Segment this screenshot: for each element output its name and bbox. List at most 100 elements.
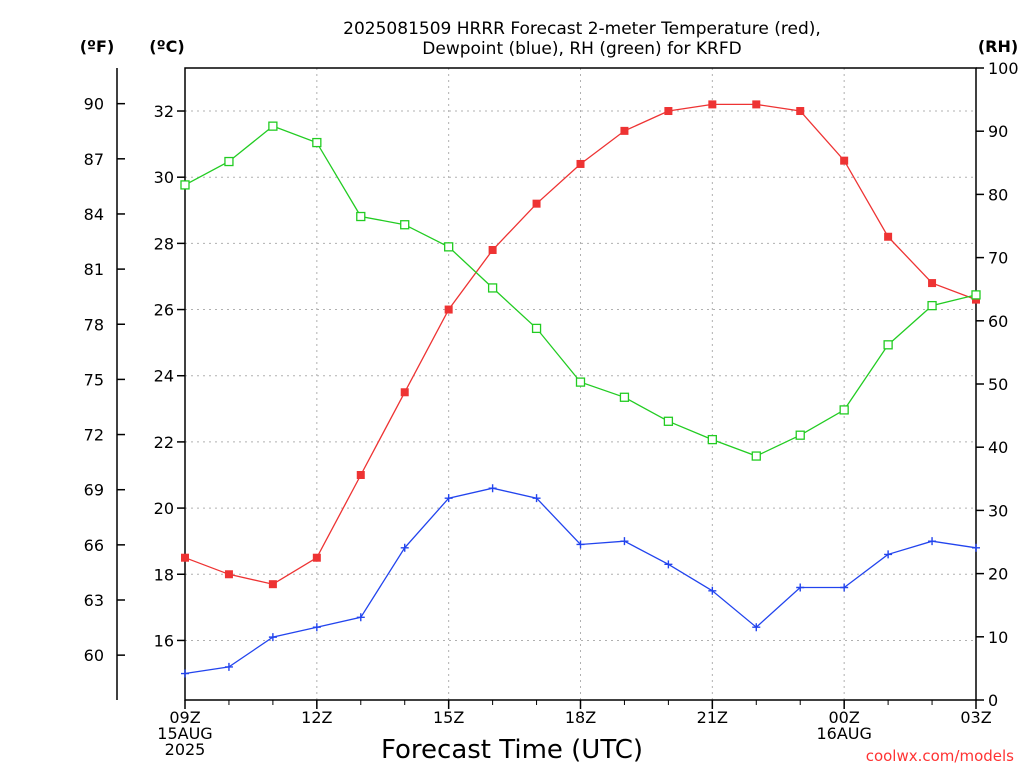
rh-tick-label: 40 xyxy=(988,438,1008,457)
dewpoint-series xyxy=(181,484,980,678)
rh-point xyxy=(663,416,674,426)
celsius-tick-label: 30 xyxy=(154,168,174,187)
celsius-tick-label: 26 xyxy=(154,301,174,320)
rh-tick-label: 70 xyxy=(988,249,1008,268)
celsius-tick-label: 20 xyxy=(154,499,174,518)
dewpoint-point xyxy=(576,540,585,549)
fahrenheit-axis: 60 63 66 69 72 75 78 81 84 87 90 xyxy=(84,95,125,665)
temperature-point xyxy=(224,570,233,579)
temperature-point xyxy=(576,159,585,168)
temperature-point xyxy=(312,553,321,562)
temperature-point xyxy=(400,388,409,397)
fahrenheit-tick-label: 69 xyxy=(84,481,104,500)
dewpoint-point xyxy=(796,583,805,592)
celsius-tick-label: 28 xyxy=(154,234,174,253)
rh-point xyxy=(751,451,761,461)
temperature-point xyxy=(884,232,893,241)
rh-axis: 0 10 20 30 40 50 60 70 80 90 100 xyxy=(976,59,1019,710)
temperature-point xyxy=(840,156,849,165)
dewpoint-point xyxy=(224,662,233,671)
title-line-2: Dewpoint (blue), RH (green) for KRFD xyxy=(422,39,741,59)
temperature-point xyxy=(620,126,629,135)
temperature-point xyxy=(488,245,497,254)
rh-point xyxy=(531,323,542,334)
dewpoint-point xyxy=(400,543,409,552)
time-tick-label: 18Z xyxy=(565,708,596,727)
rh-point xyxy=(927,300,937,311)
temperature-point xyxy=(181,553,189,562)
rh-point xyxy=(619,392,630,402)
rh-tick-label: 10 xyxy=(988,628,1008,647)
fahrenheit-tick-label: 66 xyxy=(84,536,104,555)
rh-tick-label: 60 xyxy=(988,312,1008,331)
rh-tick-label: 20 xyxy=(988,565,1008,584)
rh-point xyxy=(180,180,190,190)
time-tick-label: 12Z xyxy=(301,708,332,727)
rh-point xyxy=(575,377,586,387)
fahrenheit-tick-label: 81 xyxy=(84,260,104,279)
temperature-point xyxy=(356,470,365,479)
chart-title: 2025081509 HRRR Forecast 2-meter Tempera… xyxy=(343,19,821,59)
rh-tick-label: 0 xyxy=(988,691,998,710)
rh-point xyxy=(839,405,849,415)
dewpoint-point xyxy=(664,560,673,569)
dewpoint-point xyxy=(532,494,541,503)
rh-point xyxy=(356,211,366,222)
time-tick-label: 21Z xyxy=(697,708,728,727)
dewpoint-point xyxy=(928,537,937,546)
celsius-unit-label: (ºC) xyxy=(149,37,184,56)
temperature-point xyxy=(444,305,453,314)
fahrenheit-tick-label: 75 xyxy=(84,370,104,389)
time-tick-label: 15AUG xyxy=(157,724,212,743)
rh-tick-label: 50 xyxy=(988,375,1008,394)
temperature-series xyxy=(181,100,980,589)
fahrenheit-tick-label: 90 xyxy=(84,95,104,114)
dewpoint-point xyxy=(708,586,717,595)
dewpoint-point xyxy=(181,669,189,678)
data-series xyxy=(180,100,981,678)
dewpoint-point xyxy=(444,494,453,503)
rh-series xyxy=(180,121,981,461)
temperature-point xyxy=(532,199,541,208)
fahrenheit-tick-label: 60 xyxy=(84,646,104,665)
credit-link[interactable]: coolwx.com/models xyxy=(866,747,1014,765)
dewpoint-point xyxy=(488,484,497,493)
temperature-point xyxy=(796,107,805,116)
time-tick-label: 2025 xyxy=(165,740,206,759)
celsius-tick-label: 22 xyxy=(154,433,174,452)
dewpoint-point xyxy=(312,623,321,632)
rh-tick-label: 30 xyxy=(988,501,1008,520)
time-tick-label: 09Z xyxy=(169,708,200,727)
celsius-tick-label: 24 xyxy=(154,367,174,386)
temperature-point xyxy=(928,279,937,288)
rh-unit-label: (RH) xyxy=(978,37,1018,56)
rh-point xyxy=(971,290,981,300)
temperature-point xyxy=(664,107,673,116)
rh-tick-label: 90 xyxy=(988,122,1008,141)
fahrenheit-tick-label: 84 xyxy=(84,205,104,224)
celsius-tick-label: 18 xyxy=(154,565,174,584)
rh-point xyxy=(268,121,278,131)
temperature-point xyxy=(268,580,277,589)
fahrenheit-tick-label: 78 xyxy=(84,315,104,334)
rh-point xyxy=(883,340,893,350)
dewpoint-point xyxy=(752,623,761,632)
rh-tick-label: 80 xyxy=(988,185,1008,204)
time-tick-label: 16AUG xyxy=(816,724,871,743)
dewpoint-point xyxy=(884,550,893,559)
rh-point xyxy=(224,156,234,167)
fahrenheit-unit-label: (ºF) xyxy=(80,37,115,56)
fahrenheit-tick-label: 87 xyxy=(84,150,104,169)
rh-point xyxy=(707,434,717,445)
time-tick-label: 03Z xyxy=(960,708,991,727)
celsius-axis: 16 18 20 22 24 26 28 30 32 xyxy=(154,102,185,650)
temperature-point xyxy=(708,100,717,109)
time-tick-label: 15Z xyxy=(433,708,464,727)
temperature-point xyxy=(972,295,980,304)
dewpoint-point xyxy=(972,543,980,552)
dewpoint-point xyxy=(268,633,277,642)
rh-point xyxy=(312,137,322,148)
rh-point xyxy=(444,242,454,252)
celsius-tick-label: 16 xyxy=(154,631,174,650)
